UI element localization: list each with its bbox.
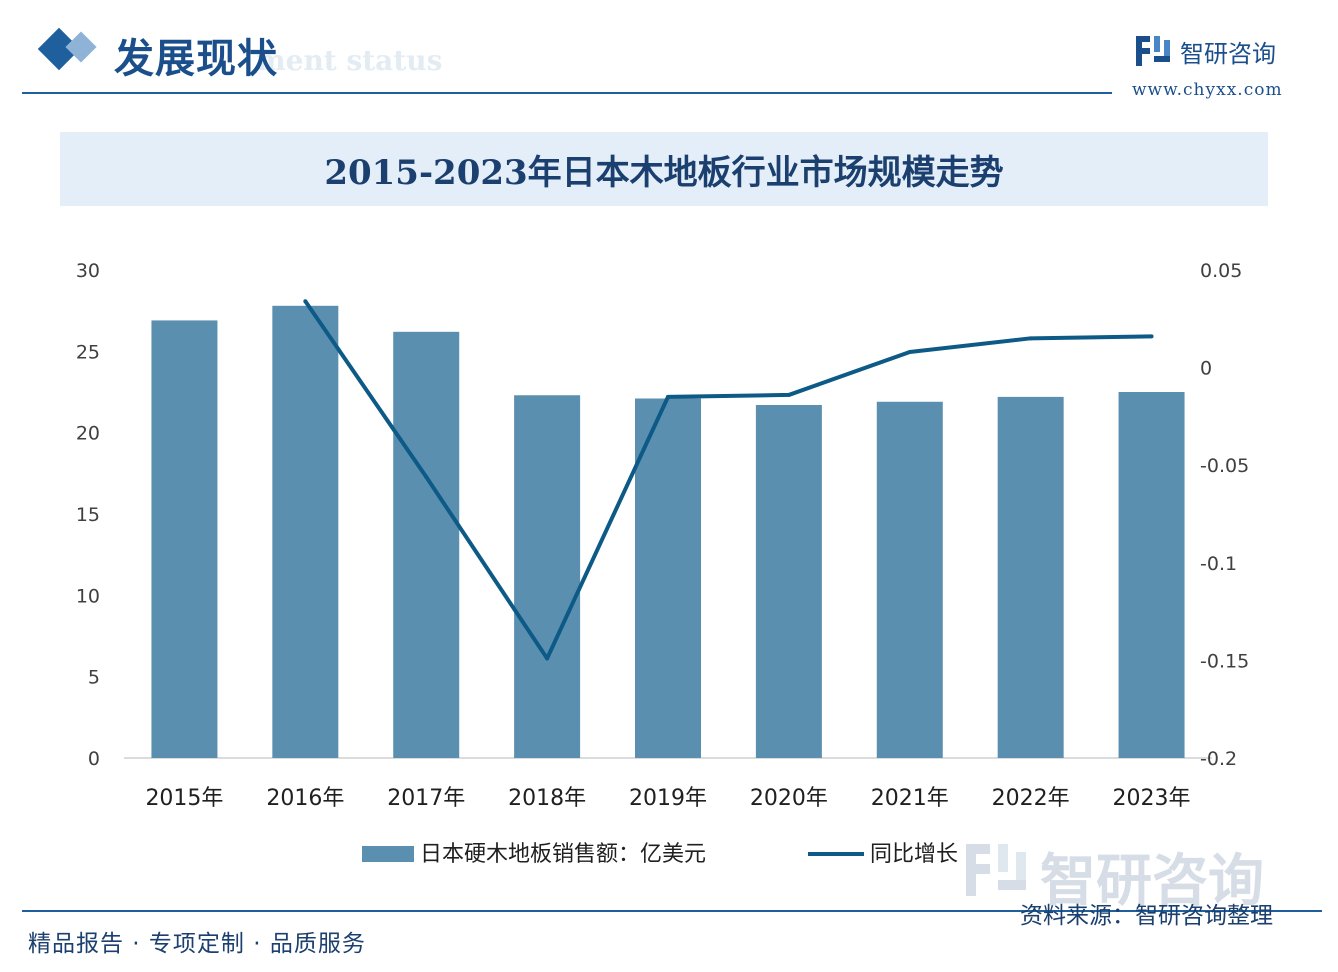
watermark-text: 智研咨询 bbox=[1040, 849, 1264, 914]
data-source: 资料来源：智研咨询整理 bbox=[1020, 903, 1273, 929]
y-left-tick-label: 25 bbox=[76, 341, 100, 363]
x-tick-label: 2017年 bbox=[387, 786, 465, 811]
y-left-tick-label: 15 bbox=[76, 504, 100, 526]
x-tick-label: 2015年 bbox=[145, 786, 223, 811]
footer-divider bbox=[22, 910, 1322, 912]
bar bbox=[755, 405, 822, 758]
y-left-tick-label: 5 bbox=[88, 667, 100, 689]
legend-bar-swatch bbox=[362, 846, 414, 862]
bar bbox=[635, 398, 701, 758]
x-tick-label: 2022年 bbox=[992, 786, 1070, 811]
growth-point bbox=[786, 392, 791, 397]
x-tick-label: 2020年 bbox=[750, 786, 828, 811]
chart-title-band: 2015-2023年日本木地板行业市场规模走势 bbox=[60, 132, 1268, 206]
growth-point bbox=[1028, 336, 1033, 341]
footer-slogan: 精品报告 · 专项定制 · 品质服务 bbox=[28, 931, 366, 957]
growth-point bbox=[303, 299, 308, 304]
growth-point bbox=[545, 656, 550, 661]
x-tick-label: 2019年 bbox=[629, 786, 707, 811]
y-left-tick-label: 0 bbox=[88, 748, 100, 770]
brand-name: 智研咨询 bbox=[1180, 40, 1276, 68]
y-left-tick-label: 30 bbox=[76, 260, 100, 282]
bar bbox=[272, 305, 339, 758]
x-tick-label: 2016年 bbox=[266, 786, 344, 811]
y-right-tick-label: -0.1 bbox=[1200, 553, 1237, 575]
x-tick-label: 2018年 bbox=[508, 786, 586, 811]
bar bbox=[997, 396, 1064, 758]
bar bbox=[1118, 392, 1185, 758]
growth-point bbox=[907, 349, 912, 354]
bar bbox=[151, 320, 218, 758]
brand-url[interactable]: www.chyxx.com bbox=[1132, 80, 1283, 100]
y-right-tick-label: 0 bbox=[1200, 358, 1212, 380]
growth-point bbox=[424, 474, 429, 479]
y-right-tick-label: 0.05 bbox=[1200, 260, 1242, 282]
y-right-tick-label: -0.05 bbox=[1200, 455, 1249, 477]
legend-bar-label: 日本硬木地板销售额：亿美元 bbox=[420, 842, 706, 867]
bar bbox=[876, 401, 943, 758]
growth-point bbox=[1149, 334, 1154, 339]
section-subtitle: ment status bbox=[256, 44, 443, 77]
legend-line-label: 同比增长 bbox=[870, 842, 958, 867]
x-tick-label: 2021年 bbox=[871, 786, 949, 811]
header: ment status 发展现状 智研咨询 www.chyxx.com bbox=[0, 0, 1338, 100]
y-right-tick-label: -0.15 bbox=[1200, 650, 1249, 672]
y-left-tick-label: 10 bbox=[76, 585, 100, 607]
watermark-logo-icon bbox=[966, 844, 1026, 896]
bar bbox=[393, 331, 460, 758]
chart-title: 2015-2023年日本木地板行业市场规模走势 bbox=[324, 152, 1004, 193]
section-title: 发展现状 bbox=[114, 35, 278, 82]
brand-logo-icon bbox=[1136, 36, 1170, 66]
y-right-tick-label: -0.2 bbox=[1200, 748, 1237, 770]
growth-line bbox=[303, 300, 1152, 661]
header-divider bbox=[22, 92, 1112, 94]
bar bbox=[514, 395, 581, 758]
x-tick-label: 2023年 bbox=[1113, 786, 1191, 811]
growth-point bbox=[666, 394, 670, 399]
y-left-tick-label: 20 bbox=[76, 423, 100, 445]
